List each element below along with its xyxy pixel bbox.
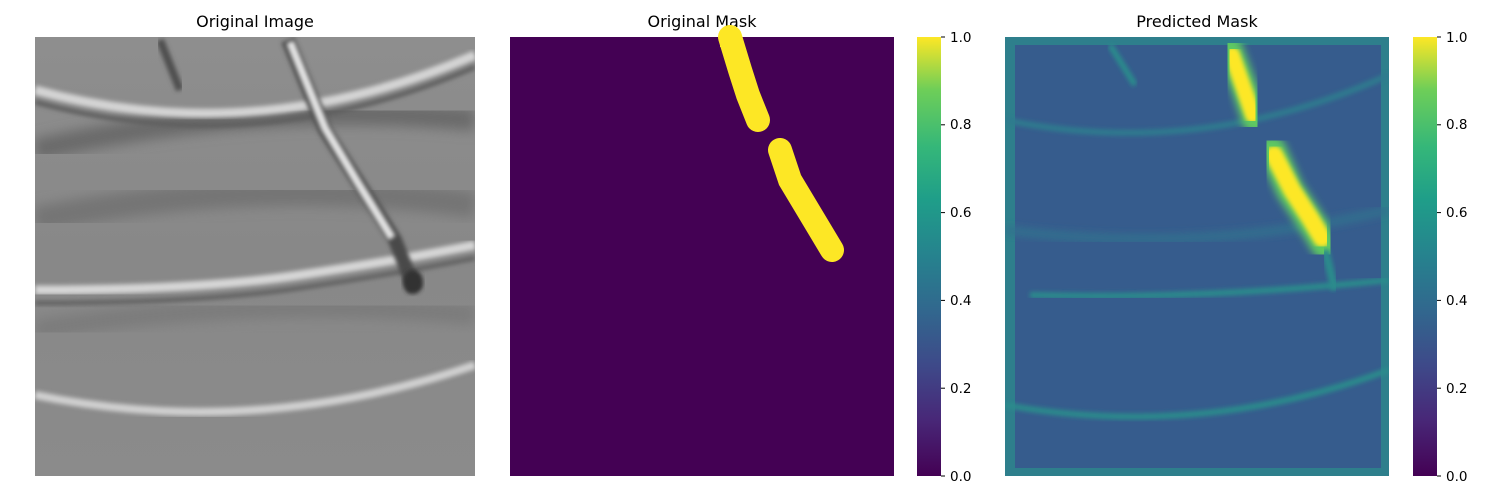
original-mask bbox=[510, 25, 894, 476]
colorbar-1-tick-1: 0.2 bbox=[950, 381, 971, 397]
panel-title-original-image: Original Image bbox=[196, 12, 314, 31]
colorbar-2-tick-2: 0.4 bbox=[1446, 293, 1467, 309]
colorbar-predicted-mask bbox=[1413, 37, 1437, 476]
colorbar-2-tick-5: 1.0 bbox=[1446, 30, 1467, 46]
colorbar-1-tick-4: 0.8 bbox=[950, 117, 971, 133]
colorbar-2-tick-3: 0.6 bbox=[1446, 205, 1467, 221]
colorbar-2-tick-0: 0.0 bbox=[1446, 469, 1467, 485]
colorbar-2-tick-1: 0.2 bbox=[1446, 381, 1467, 397]
colorbar-1-tick-5: 1.0 bbox=[950, 30, 971, 46]
colorbar-predicted-mask-ticks: 0.0 0.2 0.4 0.6 0.8 1.0 bbox=[1437, 30, 1467, 485]
original-image bbox=[35, 37, 475, 476]
colorbar-1-tick-3: 0.6 bbox=[950, 205, 971, 221]
predicted-mask bbox=[1005, 37, 1389, 476]
colorbar-1-tick-0: 0.0 bbox=[950, 469, 971, 485]
colorbar-2-tick-4: 0.8 bbox=[1446, 117, 1467, 133]
colorbar-1-tick-2: 0.4 bbox=[950, 293, 971, 309]
colorbar-original-mask bbox=[917, 37, 941, 476]
panel-title-predicted-mask: Predicted Mask bbox=[1136, 12, 1258, 31]
colorbar-original-mask-ticks: 0.0 0.2 0.4 0.6 0.8 1.0 bbox=[941, 30, 971, 485]
